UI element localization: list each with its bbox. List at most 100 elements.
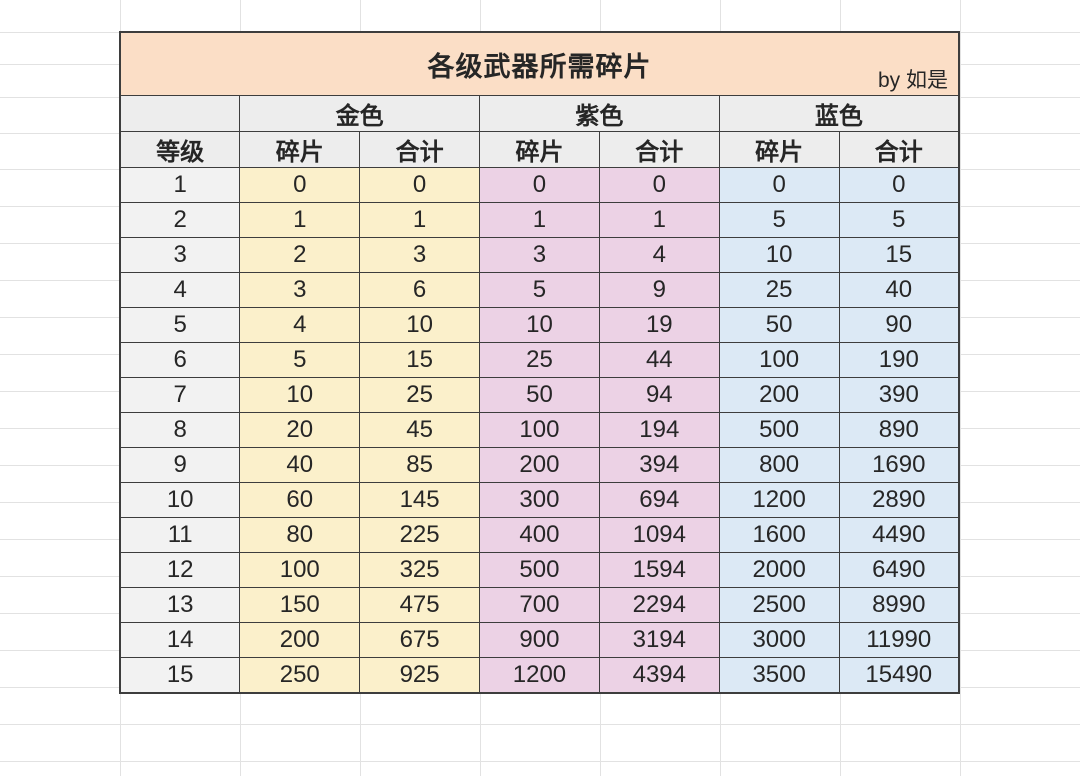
blue-shards-header-cell[interactable]: 碎片 — [718, 131, 840, 168]
level-cell[interactable]: 11 — [119, 517, 241, 553]
blue-shards-cell[interactable]: 3000 — [718, 622, 840, 658]
blue-shards-cell[interactable]: 50 — [718, 307, 840, 343]
blue-total-cell[interactable]: 11990 — [838, 622, 960, 658]
purple-shards-cell[interactable]: 1200 — [479, 657, 600, 694]
purple-total-cell[interactable]: 19 — [598, 307, 720, 343]
blue-shards-cell[interactable]: 0 — [718, 167, 840, 203]
gold-total-cell[interactable]: 0 — [359, 167, 481, 203]
gold-shards-cell[interactable]: 150 — [239, 587, 361, 623]
blue-total-cell[interactable]: 90 — [838, 307, 960, 343]
purple-shards-cell[interactable]: 1 — [479, 202, 600, 238]
purple-total-cell[interactable]: 2294 — [598, 587, 720, 623]
purple-total-cell[interactable]: 4 — [598, 237, 720, 273]
level-cell[interactable]: 3 — [119, 237, 241, 273]
blue-total-cell[interactable]: 4490 — [838, 517, 960, 553]
purple-shards-cell[interactable]: 300 — [479, 482, 600, 518]
blue-shards-cell[interactable]: 2500 — [718, 587, 840, 623]
blue-total-cell[interactable]: 2890 — [838, 482, 960, 518]
blue-total-cell[interactable]: 890 — [838, 412, 960, 448]
blue-total-cell[interactable]: 5 — [838, 202, 960, 238]
corner-cell[interactable] — [119, 95, 241, 132]
purple-shards-cell[interactable]: 10 — [479, 307, 600, 343]
group-header-purple[interactable]: 紫色 — [479, 95, 720, 132]
purple-total-cell[interactable]: 9 — [598, 272, 720, 308]
blue-total-cell[interactable]: 8990 — [838, 587, 960, 623]
gold-shards-cell[interactable]: 3 — [239, 272, 361, 308]
blue-total-cell[interactable]: 190 — [838, 342, 960, 378]
purple-total-header-cell[interactable]: 合计 — [598, 131, 720, 168]
gold-total-cell[interactable]: 25 — [359, 377, 481, 413]
group-header-blue[interactable]: 蓝色 — [718, 95, 960, 132]
gold-total-cell[interactable]: 10 — [359, 307, 481, 343]
level-cell[interactable]: 1 — [119, 167, 241, 203]
blue-total-cell[interactable]: 390 — [838, 377, 960, 413]
gold-total-cell[interactable]: 145 — [359, 482, 481, 518]
gold-shards-cell[interactable]: 4 — [239, 307, 361, 343]
gold-total-cell[interactable]: 675 — [359, 622, 481, 658]
blue-shards-cell[interactable]: 500 — [718, 412, 840, 448]
gold-shards-cell[interactable]: 60 — [239, 482, 361, 518]
gold-shards-cell[interactable]: 80 — [239, 517, 361, 553]
purple-shards-cell[interactable]: 5 — [479, 272, 600, 308]
purple-shards-header-cell[interactable]: 碎片 — [479, 131, 600, 168]
level-cell[interactable]: 15 — [119, 657, 241, 694]
purple-total-cell[interactable]: 394 — [598, 447, 720, 483]
blue-total-cell[interactable]: 6490 — [838, 552, 960, 588]
level-cell[interactable]: 9 — [119, 447, 241, 483]
purple-total-cell[interactable]: 94 — [598, 377, 720, 413]
blue-total-cell[interactable]: 15 — [838, 237, 960, 273]
blue-shards-cell[interactable]: 1200 — [718, 482, 840, 518]
purple-total-cell[interactable]: 194 — [598, 412, 720, 448]
purple-shards-cell[interactable]: 50 — [479, 377, 600, 413]
gold-total-cell[interactable]: 925 — [359, 657, 481, 694]
purple-shards-cell[interactable]: 400 — [479, 517, 600, 553]
blue-shards-cell[interactable]: 10 — [718, 237, 840, 273]
purple-total-cell[interactable]: 3194 — [598, 622, 720, 658]
gold-shards-cell[interactable]: 200 — [239, 622, 361, 658]
level-cell[interactable]: 7 — [119, 377, 241, 413]
blue-total-cell[interactable]: 40 — [838, 272, 960, 308]
gold-shards-cell[interactable]: 100 — [239, 552, 361, 588]
level-cell[interactable]: 13 — [119, 587, 241, 623]
gold-shards-cell[interactable]: 0 — [239, 167, 361, 203]
blue-shards-cell[interactable]: 3500 — [718, 657, 840, 694]
blue-shards-cell[interactable]: 5 — [718, 202, 840, 238]
purple-shards-cell[interactable]: 0 — [479, 167, 600, 203]
gold-shards-cell[interactable]: 2 — [239, 237, 361, 273]
level-cell[interactable]: 5 — [119, 307, 241, 343]
gold-total-cell[interactable]: 85 — [359, 447, 481, 483]
gold-shards-cell[interactable]: 1 — [239, 202, 361, 238]
blue-total-cell[interactable]: 1690 — [838, 447, 960, 483]
level-header-cell[interactable]: 等级 — [119, 131, 241, 168]
purple-shards-cell[interactable]: 500 — [479, 552, 600, 588]
purple-total-cell[interactable]: 1 — [598, 202, 720, 238]
blue-total-header-cell[interactable]: 合计 — [838, 131, 960, 168]
gold-total-cell[interactable]: 15 — [359, 342, 481, 378]
purple-shards-cell[interactable]: 100 — [479, 412, 600, 448]
table-title-cell[interactable]: 各级武器所需碎片 by 如是 — [119, 31, 960, 96]
blue-shards-cell[interactable]: 800 — [718, 447, 840, 483]
blue-shards-cell[interactable]: 2000 — [718, 552, 840, 588]
level-cell[interactable]: 12 — [119, 552, 241, 588]
gold-shards-cell[interactable]: 250 — [239, 657, 361, 694]
level-cell[interactable]: 4 — [119, 272, 241, 308]
purple-shards-cell[interactable]: 700 — [479, 587, 600, 623]
purple-shards-cell[interactable]: 900 — [479, 622, 600, 658]
gold-total-cell[interactable]: 1 — [359, 202, 481, 238]
purple-total-cell[interactable]: 0 — [598, 167, 720, 203]
gold-total-cell[interactable]: 45 — [359, 412, 481, 448]
blue-total-cell[interactable]: 0 — [838, 167, 960, 203]
purple-total-cell[interactable]: 1594 — [598, 552, 720, 588]
blue-total-cell[interactable]: 15490 — [838, 657, 960, 694]
gold-shards-cell[interactable]: 10 — [239, 377, 361, 413]
gold-total-cell[interactable]: 225 — [359, 517, 481, 553]
purple-total-cell[interactable]: 4394 — [598, 657, 720, 694]
gold-total-cell[interactable]: 3 — [359, 237, 481, 273]
gold-total-cell[interactable]: 325 — [359, 552, 481, 588]
blue-shards-cell[interactable]: 1600 — [718, 517, 840, 553]
gold-shards-header-cell[interactable]: 碎片 — [239, 131, 361, 168]
purple-total-cell[interactable]: 694 — [598, 482, 720, 518]
gold-shards-cell[interactable]: 40 — [239, 447, 361, 483]
blue-shards-cell[interactable]: 100 — [718, 342, 840, 378]
purple-shards-cell[interactable]: 200 — [479, 447, 600, 483]
